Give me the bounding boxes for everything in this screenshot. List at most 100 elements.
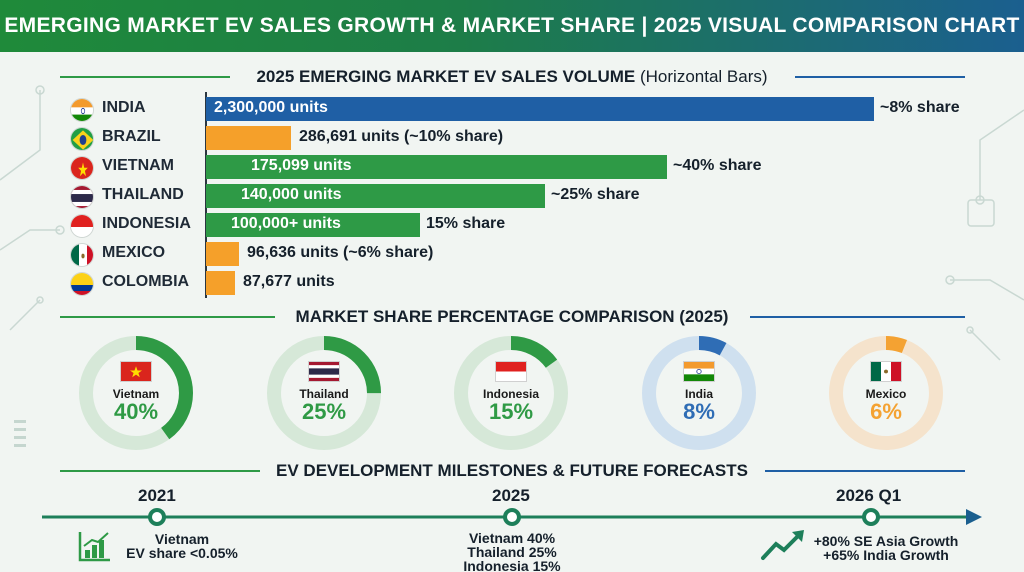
donut-slice bbox=[267, 336, 381, 450]
milestone-2025-line1: Vietnam 40% bbox=[468, 530, 556, 546]
divider-left bbox=[60, 316, 275, 318]
donut-ring bbox=[642, 336, 756, 450]
trend-up-arrow-icon bbox=[761, 530, 804, 560]
indonesia-flag-icon bbox=[495, 361, 527, 382]
donut-slice bbox=[454, 336, 568, 450]
donut-name: Thailand bbox=[299, 387, 349, 401]
timeline-node-2025 bbox=[503, 508, 521, 526]
donut-percent: 8% bbox=[683, 399, 715, 424]
indonesia-flag-icon bbox=[70, 214, 94, 238]
bar bbox=[206, 97, 874, 121]
bar-category-label: COLOMBIA bbox=[102, 273, 190, 290]
donut-percent: 6% bbox=[870, 399, 902, 424]
bar-category-label: THAILAND bbox=[102, 186, 184, 203]
bar-value-label: 87,677 units bbox=[243, 273, 335, 290]
donut-thailand: Thailand 25% bbox=[266, 335, 382, 451]
bar-row-brazil: BRAZIL 286,691 units (~10% share) bbox=[0, 124, 1024, 153]
donut-ring bbox=[267, 336, 381, 450]
bar-row-vietnam: VIETNAM 175,099 units ~40% share bbox=[0, 153, 1024, 182]
divider-left bbox=[60, 470, 260, 472]
timeline-year-2021: 2021 bbox=[138, 486, 176, 505]
donut-vietnam: Vietnam 40% bbox=[78, 335, 194, 451]
bar-value-label: 100,000+ units bbox=[231, 215, 341, 232]
bar-share-label: ~40% share bbox=[673, 157, 762, 174]
divider-left bbox=[60, 76, 230, 78]
bar bbox=[206, 155, 667, 179]
donut-name: Mexico bbox=[865, 387, 907, 401]
bar bbox=[206, 242, 239, 266]
thailand-flag-icon bbox=[308, 361, 340, 382]
divider-right bbox=[765, 470, 965, 472]
timeline-node-2026q1 bbox=[862, 508, 880, 526]
bar-share-label: ~25% share bbox=[551, 186, 640, 203]
donut-ring bbox=[829, 336, 943, 450]
bar bbox=[206, 126, 291, 150]
bar-share-label: ~8% share bbox=[880, 99, 960, 116]
timeline-year-2026q1: 2026 Q1 bbox=[836, 486, 902, 505]
milestone-2021-line2: EV share <0.05% bbox=[126, 545, 238, 561]
timeline-node-2021 bbox=[148, 508, 166, 526]
bar-row-mexico: MEXICO 96,636 units (~6% share) bbox=[0, 240, 1024, 269]
timeline-arrowhead-icon bbox=[966, 509, 982, 525]
milestone-2021-line1: Vietnam bbox=[154, 531, 210, 547]
bar-value-label: 96,636 units (~6% share) bbox=[247, 244, 434, 261]
india-flag-icon bbox=[70, 98, 94, 122]
milestone-2026-text: +80% SE Asia Growth +65% India Growth bbox=[806, 534, 966, 562]
donut-percent: 25% bbox=[301, 399, 347, 424]
donut-slice bbox=[79, 336, 193, 450]
bar-value-label: 2,300,000 units bbox=[214, 99, 328, 116]
milestone-2021-text: Vietnam EV share <0.05% bbox=[112, 532, 252, 560]
bar-row-colombia: COLOMBIA 87,677 units bbox=[0, 269, 1024, 298]
donut-ring bbox=[454, 336, 568, 450]
donut-name: Vietnam bbox=[112, 387, 160, 401]
donut-mexico: Mexico 6% bbox=[828, 335, 944, 451]
donut-ring bbox=[79, 336, 193, 450]
donut-percent: 40% bbox=[113, 399, 159, 424]
vietnam-flag-icon bbox=[70, 156, 94, 180]
page-title: EMERGING MARKET EV SALES GROWTH & MARKET… bbox=[0, 0, 1024, 52]
mexico-flag-icon bbox=[70, 243, 94, 267]
bar-value-label: 175,099 units bbox=[251, 157, 352, 174]
donut-slice bbox=[829, 336, 943, 450]
donut-indonesia: Indonesia 15% bbox=[453, 335, 569, 451]
mexico-flag-icon bbox=[870, 361, 902, 382]
bar-category-label: VIETNAM bbox=[102, 157, 174, 174]
milestone-2025-text: Vietnam 40% Thailand 25% Indonesia 15% bbox=[442, 531, 582, 572]
donut-name: India bbox=[684, 387, 713, 401]
brazil-flag-icon bbox=[70, 127, 94, 151]
bar-chart-icon bbox=[78, 532, 110, 562]
bar bbox=[206, 184, 545, 208]
milestone-2025-line2: Thailand 25% bbox=[467, 544, 557, 560]
milestone-2025-line3: Indonesia 15% bbox=[463, 558, 561, 572]
bar-category-label: INDIA bbox=[102, 99, 146, 116]
bar-row-thailand: THAILAND 140,000 units ~25% share bbox=[0, 182, 1024, 211]
bar-row-india: INDIA 2,300,000 units ~8% share bbox=[0, 95, 1024, 124]
vietnam-flag-icon bbox=[120, 361, 152, 382]
colombia-flag-icon bbox=[70, 272, 94, 296]
milestone-2026-line2: +65% India Growth bbox=[823, 547, 949, 563]
bar-value-label: 140,000 units bbox=[241, 186, 342, 203]
milestone-2026-line1: +80% SE Asia Growth bbox=[813, 533, 959, 549]
bar bbox=[206, 271, 235, 295]
donut-name: Indonesia bbox=[482, 387, 539, 401]
donut-percent: 15% bbox=[488, 399, 534, 424]
bar bbox=[206, 213, 420, 237]
donut-slice bbox=[642, 336, 756, 450]
bar-value-label: 286,691 units (~10% share) bbox=[299, 128, 504, 145]
bars-section-title: 2025 EMERGING MARKET EV SALES VOLUME (Ho… bbox=[0, 67, 1024, 87]
thailand-flag-icon bbox=[70, 185, 94, 209]
timeline-section-title: EV DEVELOPMENT MILESTONES & FUTURE FOREC… bbox=[276, 461, 748, 480]
bar-category-label: INDONESIA bbox=[102, 215, 191, 232]
bar-share-label: 15% share bbox=[426, 215, 506, 232]
bar-row-indonesia: INDONESIA 100,000+ units 15% share bbox=[0, 211, 1024, 240]
india-flag-icon bbox=[683, 361, 715, 382]
share-section-title: MARKET SHARE PERCENTAGE COMPARISON (2025… bbox=[295, 307, 729, 326]
bars-subtitle-text: (Horizontal Bars) bbox=[639, 67, 768, 86]
bar-category-label: BRAZIL bbox=[102, 128, 161, 145]
timeline-year-2025: 2025 bbox=[492, 486, 530, 505]
divider-right bbox=[750, 316, 965, 318]
bar-category-label: MEXICO bbox=[102, 244, 166, 261]
bars-title-text: 2025 EMERGING MARKET EV SALES VOLUME bbox=[256, 67, 636, 86]
donut-india: India 8% bbox=[641, 335, 757, 451]
divider-right bbox=[795, 76, 965, 78]
